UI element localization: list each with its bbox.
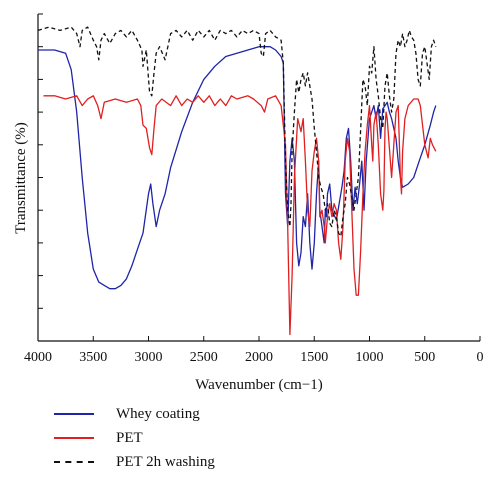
- series-line-whey-coating: [38, 46, 437, 290]
- x-tick-label: 1500: [300, 350, 328, 365]
- x-ticks: 4000 3500 3000 2500 2000 1500 1000 500 0: [24, 336, 484, 365]
- x-tick-label: 2500: [190, 350, 218, 365]
- legend-swatch-pet: [54, 437, 94, 439]
- x-tick-label: 3500: [79, 350, 107, 365]
- legend-label-pet-2h-washing: PET 2h washing: [116, 453, 215, 470]
- legend-label-whey-coating: Whey coating: [116, 405, 200, 422]
- y-axis-title: Transmittance (%): [13, 122, 29, 234]
- x-tick-label: 1000: [356, 350, 384, 365]
- legend-item-pet-2h-washing: PET 2h washing: [54, 450, 215, 474]
- x-tick-label: 4000: [24, 350, 52, 365]
- y-ticks: [38, 13, 43, 309]
- legend-label-pet: PET: [116, 429, 143, 446]
- legend-item-pet: PET: [54, 426, 215, 450]
- x-tick-label: 500: [414, 350, 435, 365]
- x-tick-label: 3000: [135, 350, 163, 365]
- legend-swatch-pet-2h-washing: [54, 461, 94, 463]
- x-axis-title: Wavenumber (cm−1): [195, 377, 323, 393]
- legend: Whey coating PET PET 2h washing: [54, 402, 215, 474]
- series-line-pet: [43, 95, 437, 336]
- x-tick-label: 2000: [245, 350, 273, 365]
- series-line-pet-2h-washing: [37, 26, 437, 238]
- x-tick-label: 0: [477, 350, 484, 365]
- legend-swatch-whey-coating: [54, 413, 94, 415]
- series-lines: [37, 26, 437, 336]
- legend-item-whey-coating: Whey coating: [54, 402, 215, 426]
